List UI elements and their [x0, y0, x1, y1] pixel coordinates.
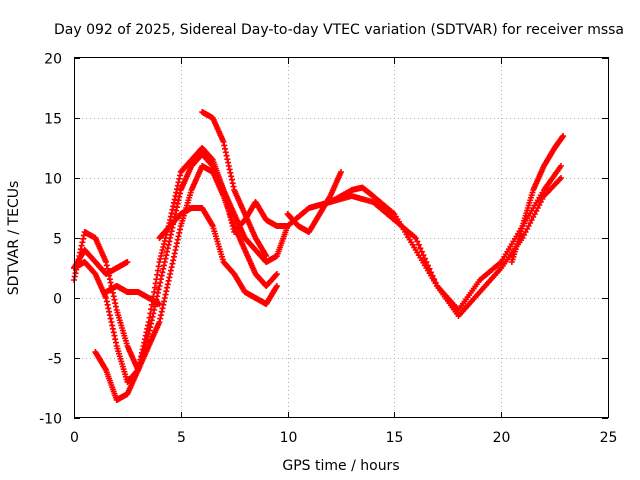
y-tick-label: 0 [53, 292, 62, 308]
data-point [431, 276, 438, 283]
data-point [560, 133, 567, 139]
chart-title: Day 092 of 2025, Sidereal Day-to-day VTE… [54, 22, 624, 38]
data-point [428, 269, 435, 276]
y-tick-label: 10 [44, 172, 62, 188]
data-points [71, 109, 567, 403]
data-point [417, 245, 424, 252]
data-point [418, 248, 425, 255]
data-point [420, 252, 427, 259]
series-track-2 [71, 151, 565, 385]
axis-ticks: 0 5 10 15 20 25 -10 -5 0 5 10 15 20 [39, 52, 617, 447]
data-point [423, 259, 430, 265]
series-track-6 [156, 205, 280, 307]
data-point [424, 262, 431, 269]
y-tick-label: -10 [39, 412, 62, 428]
x-axis-label: GPS time / hours [282, 458, 399, 474]
data-point [432, 279, 439, 286]
data-point [558, 175, 565, 181]
x-tick-label: 5 [177, 430, 186, 446]
data-point [124, 259, 131, 265]
data-point [421, 255, 428, 262]
data-point [414, 238, 421, 245]
data-point [426, 265, 433, 272]
data-point [429, 272, 436, 279]
data-point [412, 235, 419, 241]
grid [74, 58, 608, 418]
x-tick-label: 0 [70, 430, 79, 446]
y-tick-label: 15 [44, 112, 62, 128]
data-point [415, 241, 422, 248]
data-point [156, 301, 163, 307]
x-tick-label: 20 [493, 430, 511, 446]
series-track-5 [103, 283, 163, 307]
plot-frame [74, 57, 609, 418]
x-tick-label: 15 [386, 430, 404, 446]
y-tick-label: -5 [48, 352, 62, 368]
series-track-8 [284, 169, 344, 235]
series-track-7 [199, 109, 270, 259]
data-point [338, 169, 344, 175]
x-tick-label: 10 [280, 430, 298, 446]
y-tick-label: 5 [53, 232, 62, 248]
x-tick-label: 25 [600, 430, 618, 446]
y-axis-label: SDTVAR / TECUs [6, 181, 22, 296]
data-point [273, 283, 280, 289]
series-track-9 [508, 133, 567, 265]
data-point [273, 271, 280, 277]
y-tick-label: 20 [44, 52, 62, 68]
data-point [558, 163, 565, 169]
data-point [263, 253, 270, 259]
series-track-3 [92, 163, 280, 403]
